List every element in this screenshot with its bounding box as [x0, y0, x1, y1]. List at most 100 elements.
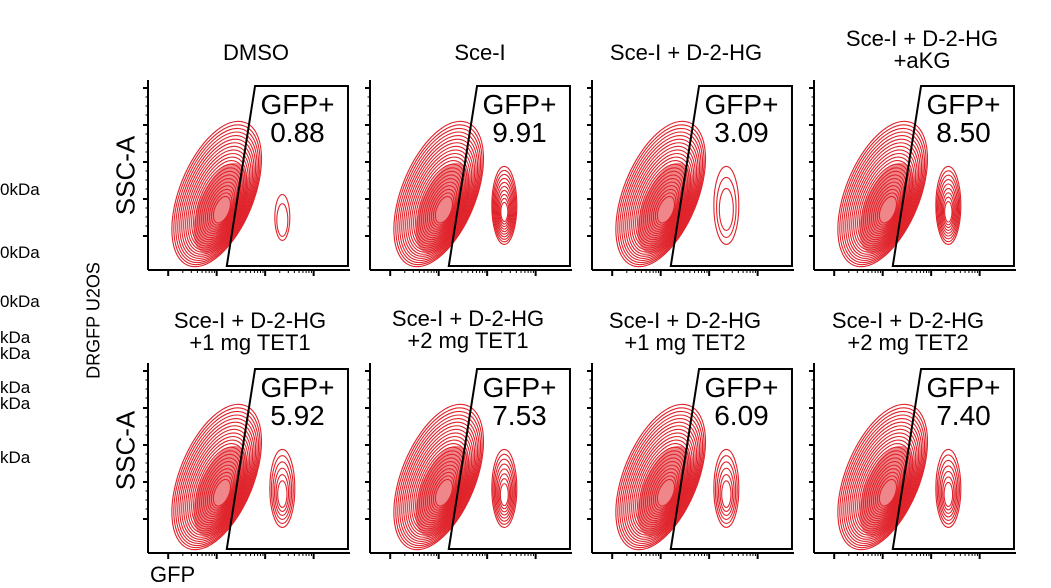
- gfp-contour-line: [717, 467, 735, 516]
- contour-line: [393, 120, 485, 268]
- contour-line: [845, 135, 923, 259]
- flow-panel: GFP+9.91: [365, 80, 572, 276]
- panel-title-line: +aKG: [893, 48, 951, 73]
- contour-line: [847, 138, 921, 257]
- gfp-contour-line: [713, 448, 740, 528]
- gfp-contour-line: [719, 473, 734, 512]
- contour-core: [859, 162, 914, 254]
- gfp-contour-line: [939, 465, 958, 518]
- gfp-gate: [225, 368, 349, 550]
- contour-core: [193, 162, 248, 254]
- gfp-percent-label: 8.50: [936, 117, 991, 148]
- contour-line: [837, 120, 929, 268]
- contour-line: [179, 418, 257, 542]
- gfp-contour-line: [496, 185, 513, 233]
- gfp-contour-line: [940, 187, 956, 231]
- panel-title: Sce-I + D-2-HG: [576, 42, 796, 64]
- contour-line: [173, 124, 261, 266]
- flow-panel: GFP+5.92: [143, 363, 350, 559]
- gfp-contour-line: [935, 448, 962, 528]
- flow-panel: GFP+8.50: [809, 80, 1016, 276]
- contour-line: [183, 425, 254, 538]
- gfp-contour-line: [496, 468, 513, 516]
- panel-title-line: Sce-I + D-2-HG: [845, 26, 999, 51]
- gfp-percent-label: 7.53: [492, 400, 547, 431]
- contour-line: [403, 138, 477, 257]
- gfp-contour-line: [492, 453, 517, 525]
- contour-core: [415, 445, 470, 537]
- panel-title: Sce-I + D-2-HG +2 mg TET2: [788, 310, 1028, 354]
- gfp-contour-line: [493, 458, 515, 522]
- gfp-contour-line: [936, 454, 961, 525]
- contour-line: [619, 410, 704, 547]
- panel-title-line: Sce-I + D-2-HG: [391, 306, 545, 331]
- gfp-contour-line: [492, 169, 517, 243]
- gfp-contour-line: [716, 461, 737, 520]
- contour-line: [625, 138, 699, 257]
- gfp-contour-line: [721, 480, 732, 508]
- kda-label: kDa: [0, 448, 31, 467]
- gfp-gate: [225, 85, 349, 267]
- panel-title-line: Sce-I + D-2-HG: [831, 308, 985, 333]
- contour-line: [623, 135, 701, 259]
- contour-line: [405, 142, 476, 255]
- kda-label: kDa: [0, 394, 31, 413]
- panel-title-line: +1 mg TET2: [624, 330, 746, 355]
- kda-label: kDa: [0, 344, 31, 363]
- gfp-contour-line: [495, 181, 514, 235]
- contour-line: [393, 403, 485, 551]
- gfp-contour-line: [269, 448, 296, 528]
- gfp-gate: [891, 85, 1015, 267]
- contour-line: [839, 407, 927, 549]
- gfp-gate: [447, 368, 571, 550]
- gfp-contour-line: [938, 179, 959, 237]
- gfp-contour-line: [491, 165, 518, 245]
- panel-title-line: Sce-I + D-2-HG: [608, 308, 762, 333]
- gfp-contour-line: [943, 481, 954, 507]
- contour-line: [181, 138, 255, 257]
- gfp-contour-line: [497, 473, 512, 513]
- contour-line: [395, 124, 483, 266]
- contour-line: [849, 142, 920, 255]
- gfp-contour-line: [939, 183, 957, 234]
- flow-panel: GFP+3.09: [587, 80, 794, 276]
- gfp-contour-line: [940, 470, 956, 514]
- contour-line: [849, 425, 920, 538]
- contour-line: [173, 407, 261, 549]
- gfp-percent-label: 6.09: [714, 400, 769, 431]
- panel-title-line: Sce-I + D-2-HG: [609, 40, 763, 65]
- contour-line: [403, 421, 477, 540]
- kda-label: 0kDa: [0, 292, 40, 311]
- gfp-contour-line: [718, 187, 734, 231]
- gate-label: GFP+: [261, 89, 335, 120]
- contour-core: [859, 445, 914, 537]
- gate-label: GFP+: [705, 89, 779, 120]
- gfp-contour-line: [270, 455, 294, 524]
- contour-line: [621, 414, 702, 545]
- gate-label: GFP+: [927, 372, 1001, 403]
- contour-line: [171, 403, 263, 551]
- flow-panel: GFP+7.40: [809, 363, 1016, 559]
- contour-line: [399, 414, 480, 545]
- panel-title-line: Sce-I + D-2-HG: [173, 308, 327, 333]
- panel-title: Sce-I + D-2-HG +1 mg TET1: [130, 310, 370, 354]
- gfp-contour-line: [494, 177, 515, 238]
- contour-line: [401, 418, 479, 542]
- gfp-contour-line: [277, 480, 288, 508]
- contour-line: [171, 120, 263, 268]
- contour-line: [837, 403, 929, 551]
- x-axis-label: GFP: [150, 562, 196, 587]
- contour-line: [395, 407, 483, 549]
- contour-line: [177, 414, 258, 545]
- contour-line: [841, 127, 926, 264]
- contour-line: [405, 425, 476, 538]
- contour-line: [399, 131, 480, 262]
- gfp-gate: [891, 368, 1015, 550]
- gfp-percent-label: 0.88: [270, 117, 325, 148]
- contour-line: [845, 418, 923, 542]
- contour-line: [175, 410, 260, 547]
- gfp-contour-line: [497, 189, 512, 230]
- gfp-contour-line: [491, 448, 518, 528]
- gfp-contour-line: [944, 201, 953, 223]
